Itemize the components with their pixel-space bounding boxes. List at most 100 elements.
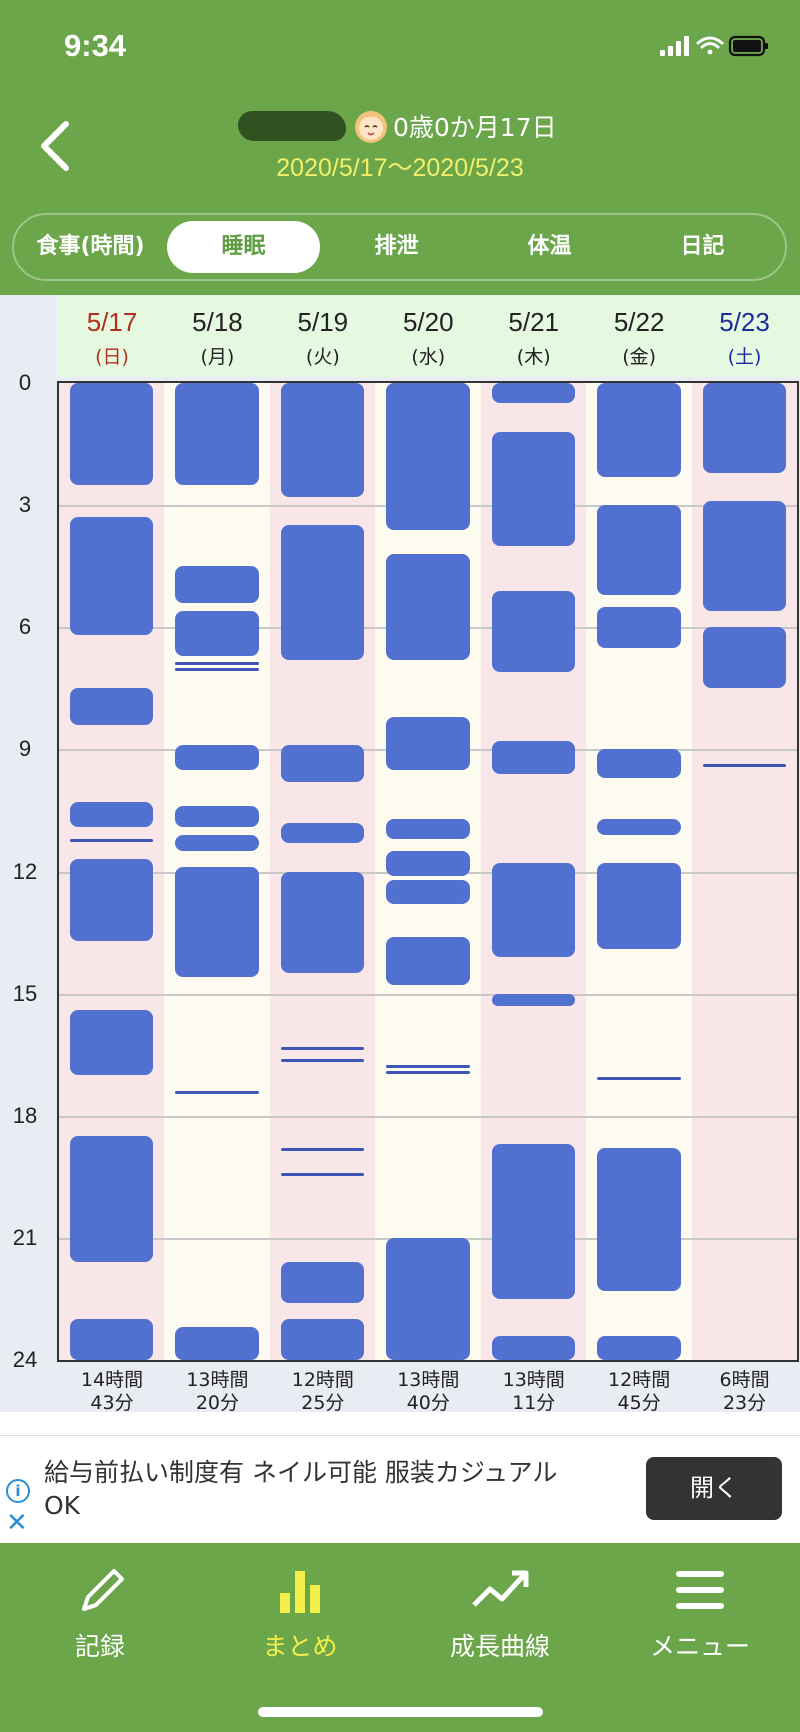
sleep-block	[280, 1319, 365, 1360]
sleep-block	[280, 1262, 365, 1303]
sleep-block	[597, 505, 681, 595]
column-total-label: 6時間 23分	[692, 1369, 798, 1415]
sleep-block	[175, 566, 259, 603]
total-hours: 13時間	[186, 1369, 249, 1391]
column-total-label: 13時間 11分	[481, 1369, 587, 1415]
y-tick-label: 24	[12, 1347, 38, 1372]
sleep-block	[175, 867, 259, 978]
baby-face-icon	[355, 111, 387, 143]
column-weekday-label: (日)	[95, 346, 129, 368]
sleep-block	[702, 627, 786, 689]
tab-menu[interactable]: メニュー	[600, 1543, 800, 1673]
sleep-block	[491, 383, 576, 404]
total-minutes: 25分	[301, 1392, 345, 1414]
column-weekday-label: (金)	[622, 346, 657, 368]
tab-diary[interactable]: 日記	[680, 234, 725, 259]
sleep-block	[386, 553, 470, 660]
sleep-block	[280, 871, 365, 974]
sleep-chart: 5/17 (日) 5/18 (月) 5/19 (火) 5/20 (水) 5/21 (木) 5/22 (…	[0, 295, 800, 1415]
tab-meal-time[interactable]: 食事(時間)	[36, 234, 145, 259]
y-tick-label: 6	[18, 614, 32, 640]
total-minutes: 45分	[617, 1392, 661, 1414]
y-tick-label: 0	[18, 370, 32, 395]
sleep-block	[70, 383, 154, 485]
tab-menu-label: メニュー	[649, 1632, 750, 1661]
sleep-block	[597, 606, 681, 648]
column-date-label: 5/22	[613, 307, 665, 337]
column-total-label: 13時間 40分	[375, 1369, 481, 1415]
tab-sleep[interactable]: 睡眠	[167, 221, 320, 273]
sleep-block	[175, 610, 259, 656]
baby-age: 0歳0か月17日	[393, 113, 557, 142]
sleep-block	[491, 741, 576, 774]
total-minutes: 40分	[406, 1392, 450, 1414]
ad-info-icon[interactable]: i	[6, 1479, 30, 1503]
ad-close-icon[interactable]: ✕	[6, 1508, 28, 1538]
sleep-block	[386, 818, 470, 839]
total-hours: 6時間	[719, 1369, 770, 1391]
tab-growth-curve[interactable]: 成長曲線	[400, 1543, 600, 1673]
sleep-block	[597, 818, 681, 835]
sleep-short-line	[386, 1064, 470, 1068]
tab-growth-curve-label: 成長曲線	[449, 1632, 550, 1661]
sleep-block	[175, 1327, 259, 1360]
tab-record-label: 記録	[74, 1632, 125, 1661]
sleep-short-line	[175, 661, 259, 665]
sleep-short-line	[280, 1046, 365, 1050]
sleep-block	[70, 802, 154, 827]
sleep-short-line	[175, 667, 259, 671]
column-total-label: 13時間 20分	[164, 1369, 270, 1415]
sleep-block	[280, 822, 365, 843]
sleep-block	[702, 383, 786, 473]
sleep-block	[491, 863, 576, 957]
sleep-block	[491, 993, 576, 1006]
tab-record[interactable]: 記録	[0, 1543, 200, 1673]
column-total-label: 12時間 25分	[270, 1369, 376, 1415]
y-tick-label: 9	[18, 736, 32, 762]
column-date-label: 5/23	[719, 307, 770, 337]
redacted-name	[238, 111, 346, 141]
y-tick-label: 12	[12, 858, 38, 884]
sleep-block	[386, 383, 470, 530]
bar-chart-icon	[280, 1571, 320, 1613]
column-weekday-label: (木)	[516, 346, 551, 368]
app-header: 9:34 0歳0か月17日	[0, 0, 800, 295]
column-total-label: 14時間 43分	[59, 1369, 165, 1415]
y-tick-label: 15	[12, 980, 38, 1006]
sleep-block	[386, 716, 470, 770]
battery-icon	[728, 35, 768, 57]
sleep-short-line	[702, 763, 786, 767]
sleep-block	[70, 517, 154, 636]
column-date-label: 5/20	[402, 307, 454, 337]
sleep-block	[280, 383, 365, 497]
grid-line	[59, 1115, 797, 1118]
tab-summary-label: まとめ	[262, 1632, 338, 1661]
sleep-block	[280, 745, 365, 782]
tab-excretion[interactable]: 排泄	[374, 234, 419, 259]
sleep-block	[175, 834, 259, 852]
total-hours: 12時間	[608, 1369, 671, 1391]
menu-icon	[676, 1571, 724, 1609]
column-weekday-label: (月)	[200, 346, 235, 368]
sleep-block	[491, 1335, 576, 1360]
sleep-block	[491, 1144, 576, 1299]
total-minutes: 11分	[512, 1392, 556, 1414]
tab-temperature[interactable]: 体温	[527, 234, 572, 259]
back-chevron-icon[interactable]	[32, 118, 82, 174]
ad-open-button[interactable]: 開く	[646, 1457, 782, 1520]
sleep-short-line	[280, 1172, 365, 1176]
sleep-short-line	[70, 838, 154, 842]
sleep-block	[70, 688, 154, 725]
sleep-block	[280, 525, 365, 660]
date-header-row	[57, 295, 800, 377]
tab-summary[interactable]: まとめ	[200, 1543, 400, 1673]
sleep-short-line	[280, 1058, 365, 1062]
column-weekday-label: (火)	[305, 346, 340, 368]
ad-banner[interactable]: i ✕ 給与前払い制度有 ネイル可能 服装カジュアルOK 開く	[0, 1435, 800, 1542]
sleep-block	[597, 1335, 681, 1360]
total-minutes: 43分	[90, 1392, 134, 1414]
baby-title: 0歳0か月17日	[238, 106, 557, 146]
column-weekday-label: (土)	[727, 346, 762, 368]
pencil-icon	[82, 1569, 124, 1611]
sleep-block	[175, 383, 259, 485]
